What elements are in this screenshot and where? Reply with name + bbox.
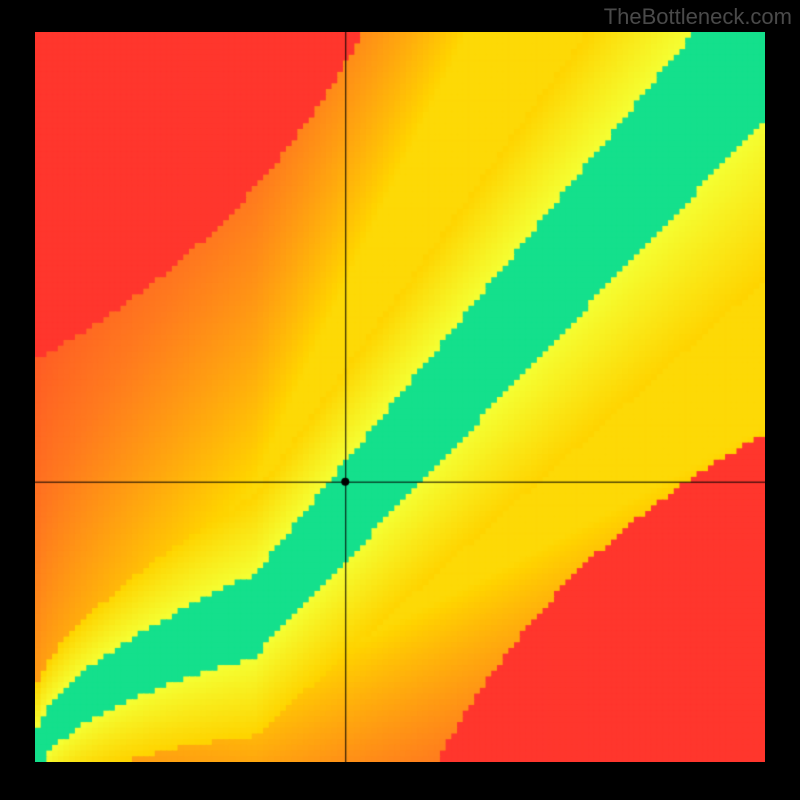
- bottleneck-heatmap-canvas: [35, 32, 765, 762]
- watermark-text: TheBottleneck.com: [604, 4, 792, 30]
- chart-container: TheBottleneck.com: [0, 0, 800, 800]
